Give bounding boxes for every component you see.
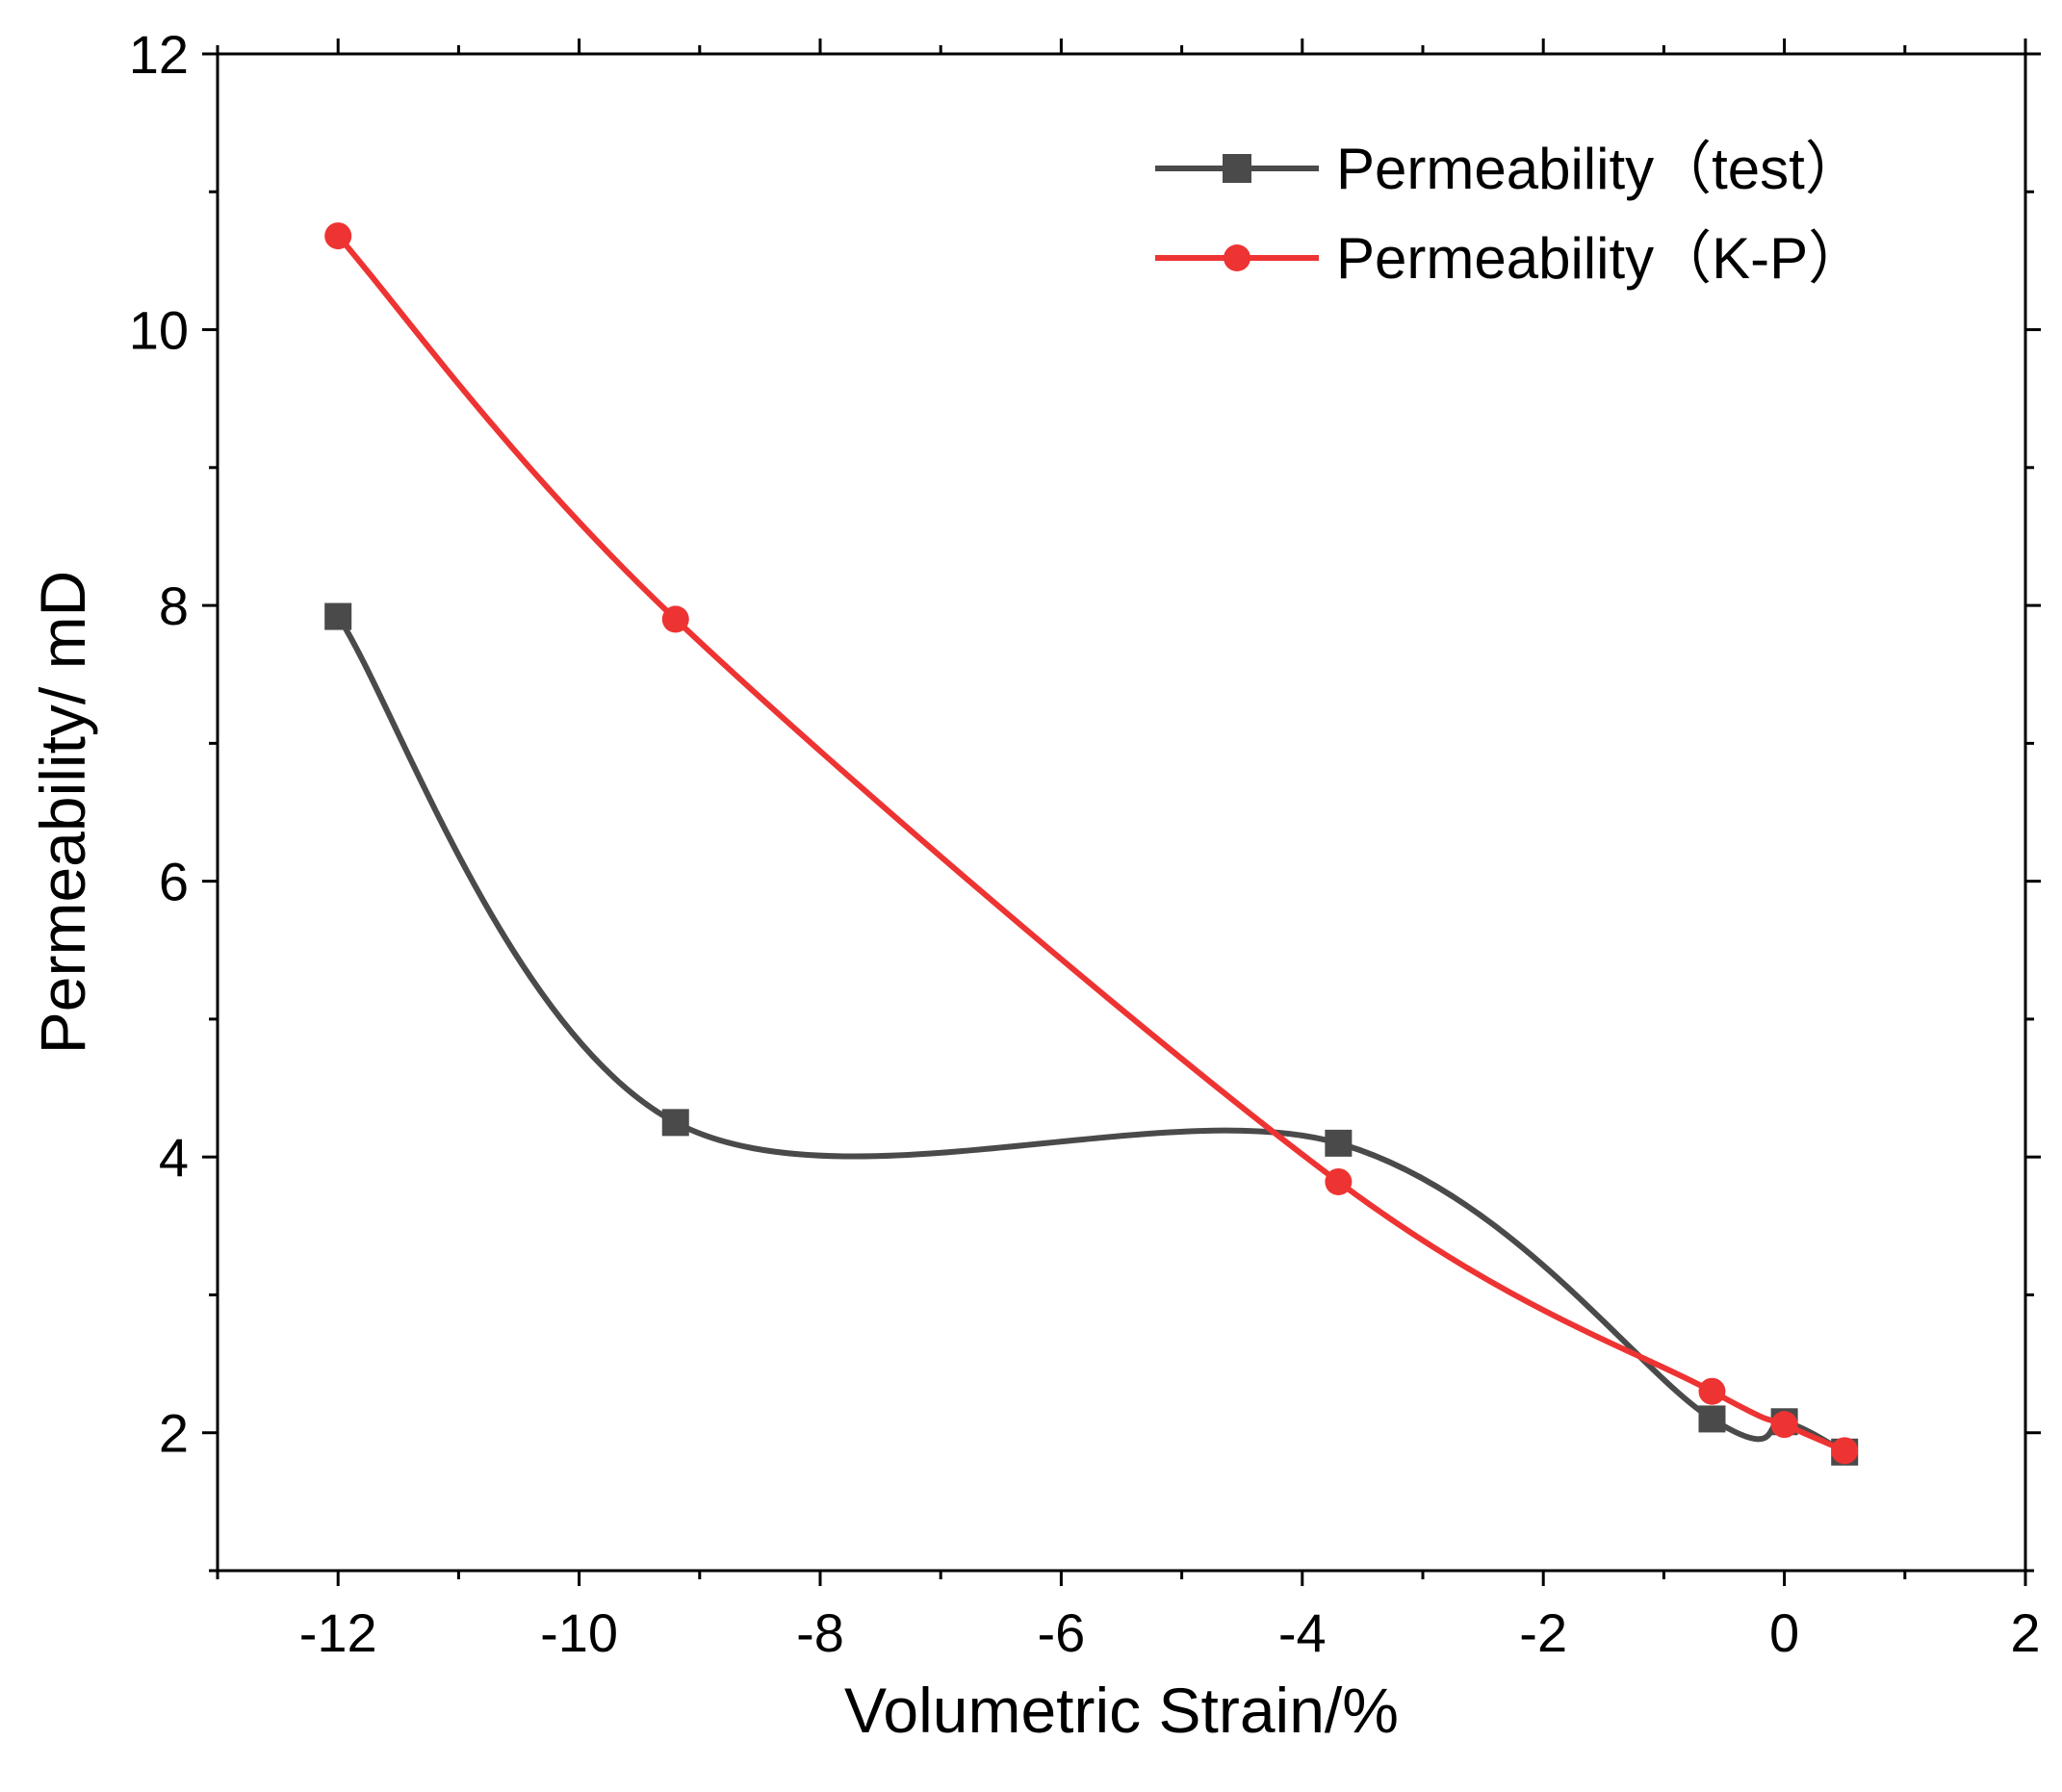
series-line <box>335 614 1846 1455</box>
legend-marker-kp <box>1224 244 1250 271</box>
data-point-marker <box>1770 1411 1798 1439</box>
y-axis-ticks: 2 4 6 8 10 12 <box>129 24 2041 1573</box>
x-tick-label: -4 <box>1278 1602 1327 1663</box>
y-tick-label: 12 <box>129 24 189 85</box>
y-tick-label: 4 <box>159 1127 189 1188</box>
x-tick-label: -2 <box>1519 1602 1567 1663</box>
x-tick-label: -12 <box>299 1602 377 1663</box>
y-tick-label: 6 <box>159 852 189 912</box>
data-point-marker <box>661 1109 689 1137</box>
x-tick-label: -6 <box>1038 1602 1086 1663</box>
x-axis-ticks: -12 -10 -8 -6 -4 -2 0 2 <box>216 38 2041 1663</box>
y-tick-label: 8 <box>159 576 189 636</box>
series-layer <box>324 222 1859 1466</box>
data-point-marker <box>324 222 352 250</box>
data-point-marker <box>1698 1405 1726 1433</box>
data-point-marker <box>1325 1129 1353 1157</box>
data-point-marker <box>661 605 689 633</box>
y-tick-label: 10 <box>129 300 189 361</box>
x-tick-label: -8 <box>796 1602 844 1663</box>
x-axis-title: Volumetric Strain/% <box>844 1675 1399 1746</box>
legend: Permeability（test） Permeability（K-P） <box>1155 137 1866 291</box>
data-point-marker <box>1698 1377 1726 1405</box>
legend-label-kp: Permeability（K-P） <box>1336 226 1866 291</box>
x-tick-label: -10 <box>540 1602 618 1663</box>
series-1 <box>324 222 1859 1465</box>
data-point-marker <box>324 602 352 630</box>
data-point-marker <box>1831 1437 1859 1465</box>
x-tick-label: 2 <box>2010 1602 2040 1663</box>
series-line <box>335 234 1846 1454</box>
y-axis-title: Permeability/ mD <box>27 571 98 1054</box>
plot-frame <box>216 52 2027 1573</box>
x-tick-label: 0 <box>1769 1602 1799 1663</box>
legend-marker-test <box>1223 154 1251 183</box>
data-point-marker <box>1325 1167 1353 1195</box>
legend-label-test: Permeability（test） <box>1336 137 1863 201</box>
y-tick-label: 2 <box>159 1403 189 1464</box>
